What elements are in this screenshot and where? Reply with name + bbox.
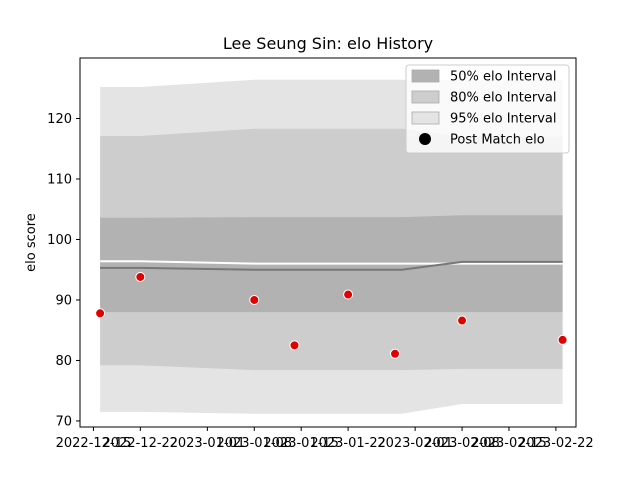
post-match-point — [390, 348, 401, 359]
legend-swatch — [411, 69, 440, 83]
x-tick-label: 2023-02-22 — [518, 436, 594, 451]
x-tick-label: 2023-01-08 — [216, 436, 292, 451]
y-axis-ticks: 70 80 90 100 110 120 — [47, 112, 80, 429]
x-tick-label: 2022-12-15 — [56, 436, 132, 451]
post-match-point — [457, 315, 468, 326]
chart-title: Lee Seung Sin: elo History — [223, 34, 433, 53]
post-match-point — [557, 334, 568, 345]
y-tick-label: 80 — [55, 354, 72, 369]
legend-swatch — [411, 90, 440, 104]
legend-label: 50% elo Interval — [450, 70, 557, 85]
x-tick-label: 2022-12-22 — [103, 436, 179, 451]
legend-label: 95% elo Interval — [450, 112, 557, 127]
x-tick-label: 2023-01-22 — [310, 436, 386, 451]
legend-swatch — [411, 111, 440, 125]
y-axis-label: elo score — [24, 213, 39, 272]
elo-lines — [100, 260, 563, 271]
legend-box — [405, 64, 570, 154]
post-match-point — [95, 308, 106, 319]
legend-label: 80% elo Interval — [450, 91, 557, 106]
post-match-point — [249, 294, 260, 305]
x-tick-label: 2023-02-01 — [377, 436, 453, 451]
x-tick-label: 2023-01-15 — [263, 436, 339, 451]
legend-label: Post Match elo — [450, 133, 545, 148]
x-axis-ticks: 2022-12-152022-12-222023-01-012023-01-08… — [56, 427, 594, 451]
y-tick-label: 120 — [47, 112, 72, 127]
y-tick-label: 110 — [47, 172, 72, 187]
interval-bands — [100, 79, 563, 414]
x-tick-label: 2023-02-08 — [424, 436, 500, 451]
post-match-point — [343, 289, 354, 300]
post-match-point — [289, 340, 300, 351]
legend: 50% elo Interval 80% elo Interval 95% elo … — [405, 64, 570, 154]
post-match-points — [95, 271, 568, 359]
post-match-point — [135, 271, 146, 282]
y-tick-label: 70 — [55, 414, 72, 429]
y-tick-label: 90 — [55, 293, 72, 308]
x-tick-label: 2023-01-01 — [170, 436, 246, 451]
legend-marker — [419, 133, 431, 145]
plot-area-frame — [79, 57, 577, 428]
mean-elo-line — [100, 260, 563, 271]
y-tick-label: 100 — [47, 233, 72, 248]
x-tick-label: 2023-02-15 — [471, 436, 547, 451]
